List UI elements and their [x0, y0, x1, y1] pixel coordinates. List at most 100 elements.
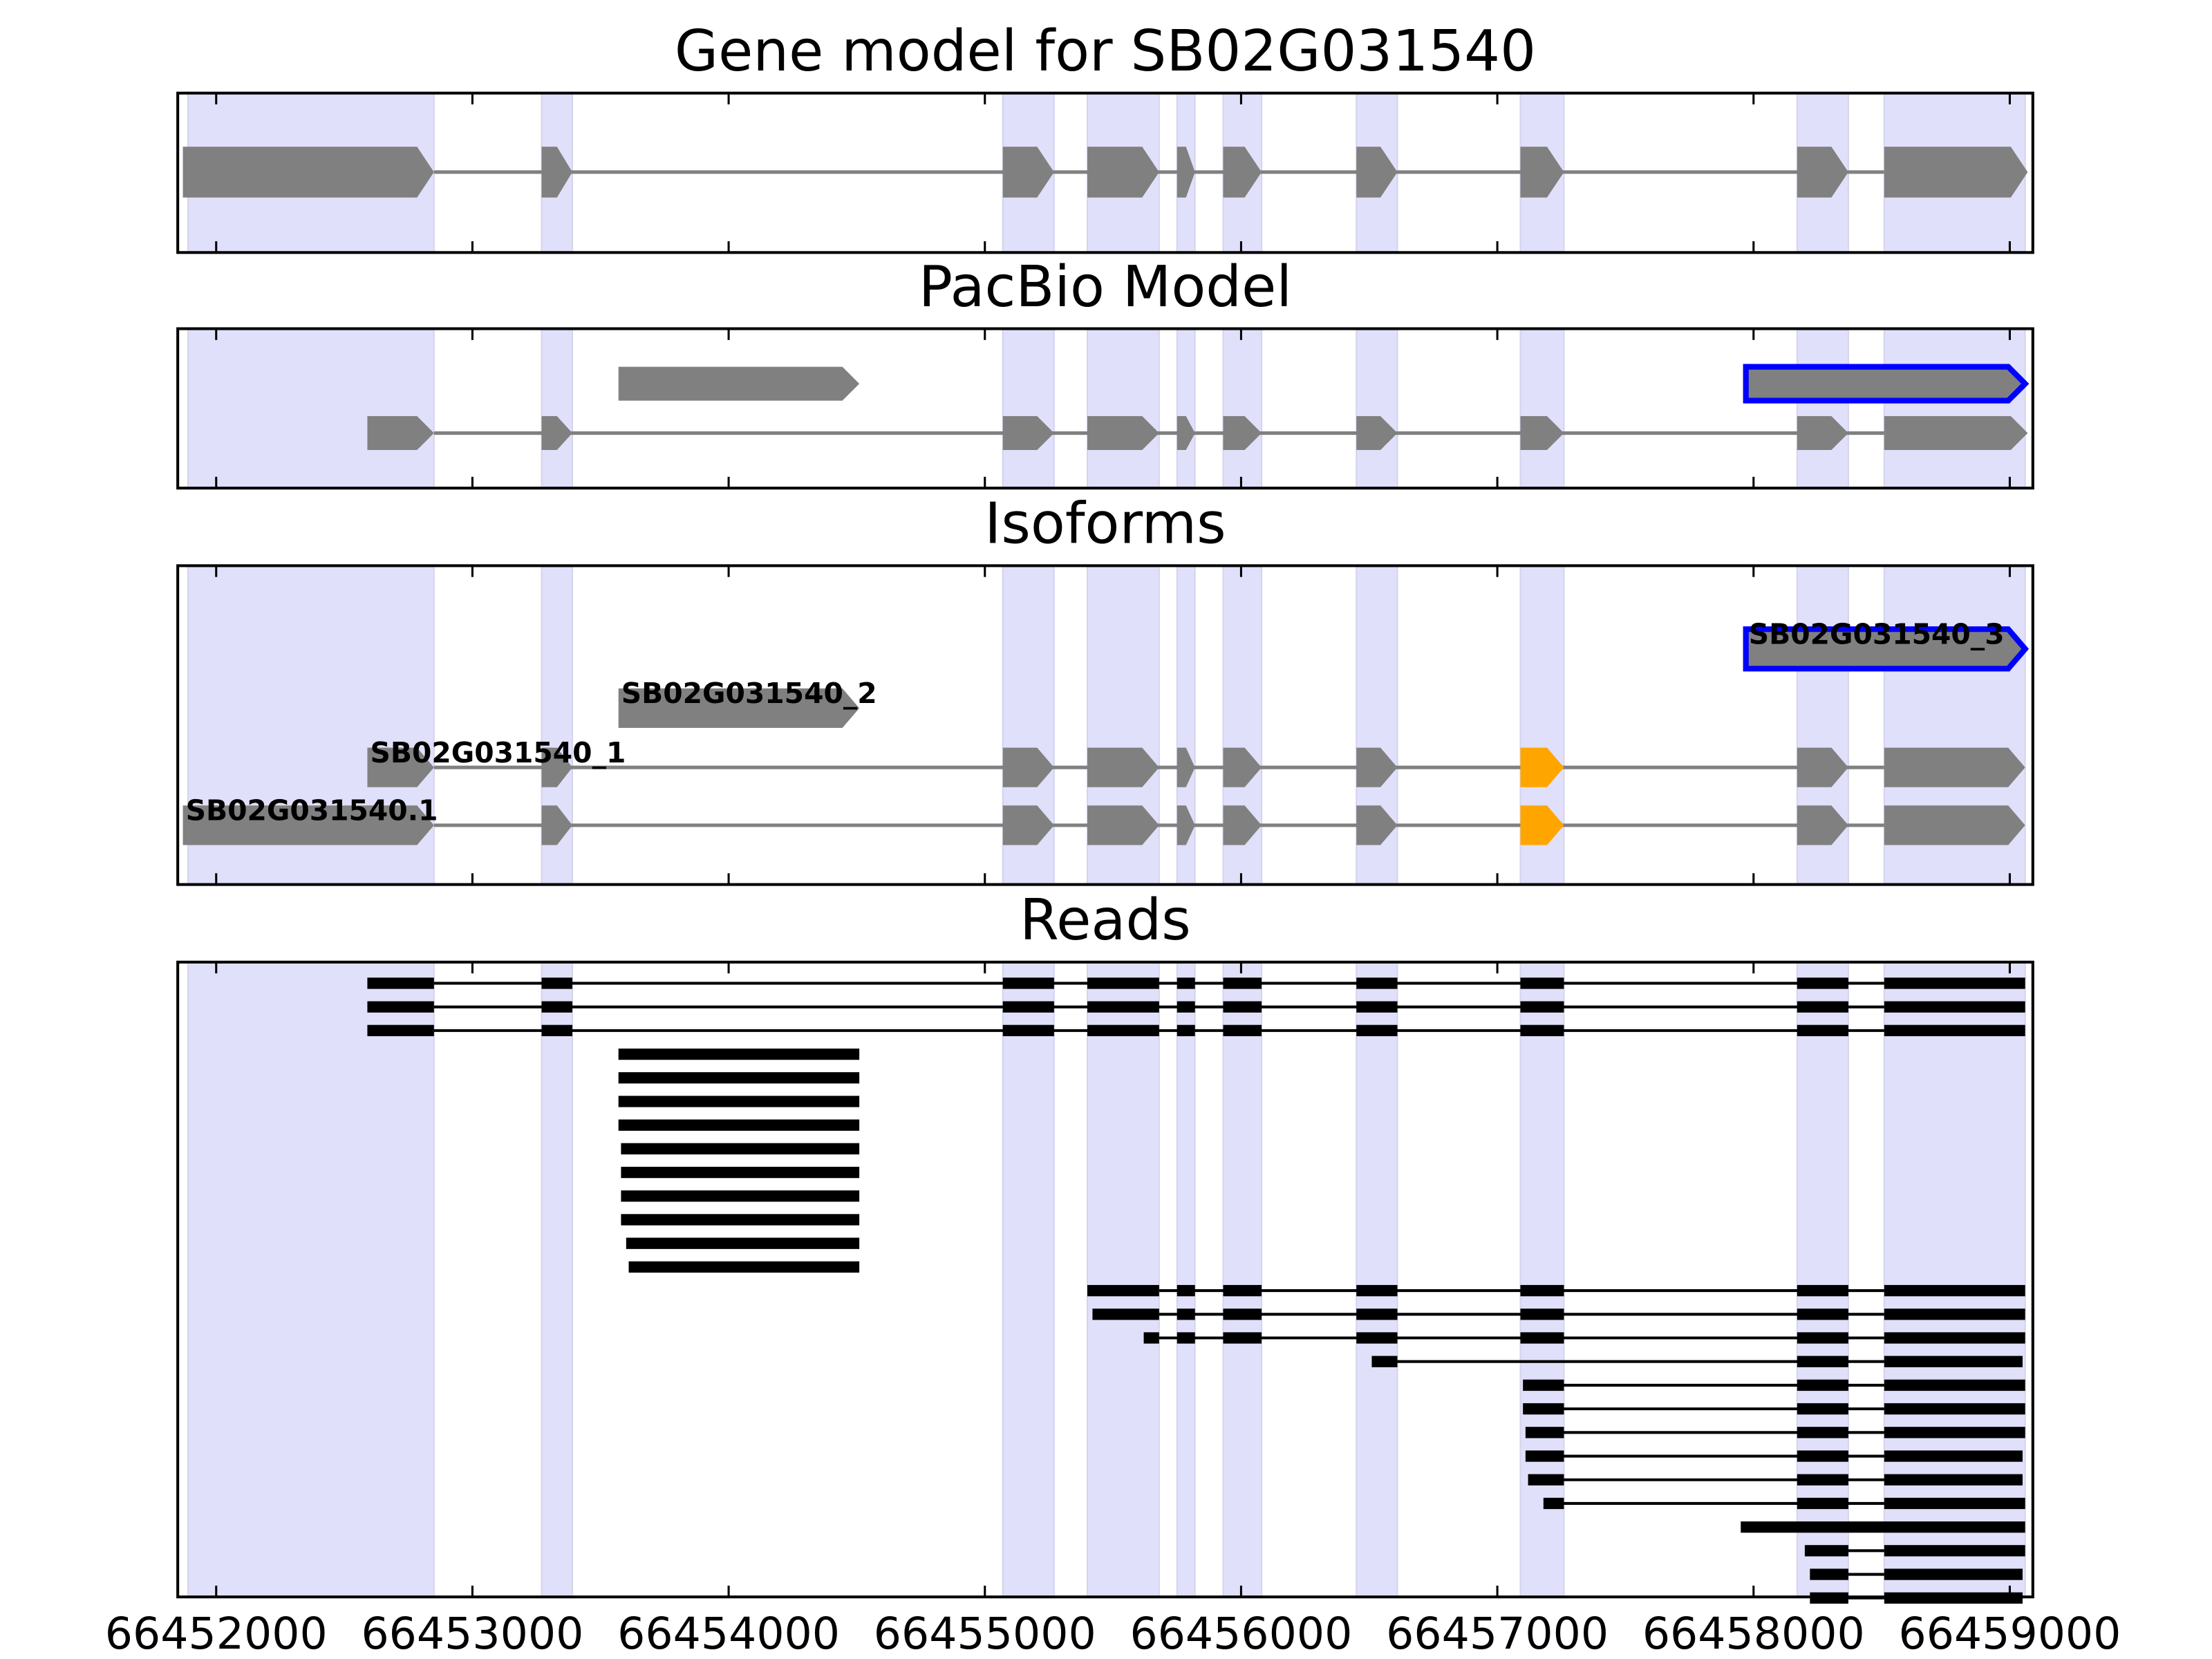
- read-block: [621, 1166, 860, 1179]
- exon-region: [1356, 961, 1398, 1598]
- exon: [1177, 747, 1195, 787]
- read-block: [1797, 1284, 1848, 1297]
- exon-region: [541, 961, 573, 1598]
- read-block: [1223, 1332, 1262, 1344]
- exon: [1884, 147, 2028, 198]
- read-block: [1797, 1001, 1848, 1013]
- x-tick-label: 66455000: [874, 1608, 1096, 1659]
- read-block: [1797, 1332, 1848, 1344]
- read-block: [541, 1024, 572, 1037]
- exon: [1520, 747, 1564, 787]
- exon: [1002, 805, 1054, 845]
- exon: [1884, 747, 2025, 787]
- read-block: [1371, 1356, 1398, 1367]
- read-block: [1177, 1024, 1195, 1037]
- exon: [1356, 747, 1398, 787]
- exon: [541, 147, 572, 198]
- read-block: [621, 1214, 860, 1226]
- exon: [541, 747, 572, 787]
- exon: [1520, 147, 1564, 198]
- read-block: [1884, 1356, 2023, 1367]
- read-block: [1797, 1497, 1848, 1510]
- read-block: [1797, 1024, 1848, 1037]
- exon: [1177, 416, 1195, 451]
- read-block: [1884, 1001, 2025, 1013]
- exon-region: [1519, 328, 1565, 489]
- exon: [1743, 626, 2030, 672]
- read-block: [367, 977, 434, 989]
- x-tick-label: 66458000: [1642, 1608, 1865, 1659]
- exon: [367, 416, 434, 451]
- read-block: [1884, 1568, 2023, 1580]
- exon: [1087, 747, 1159, 787]
- read-block: [1356, 977, 1398, 989]
- exon-region: [1176, 328, 1196, 489]
- read-block: [1223, 1024, 1262, 1037]
- exon: [1520, 416, 1564, 451]
- read-block: [1087, 1284, 1159, 1297]
- x-tick-label: 66453000: [361, 1608, 583, 1659]
- read-block: [628, 1261, 860, 1273]
- exon: [1087, 147, 1159, 198]
- read-block: [541, 1001, 572, 1013]
- exon: [1002, 416, 1054, 451]
- exon-region: [187, 961, 435, 1598]
- read-block: [1520, 1001, 1564, 1013]
- read-block: [618, 1048, 860, 1060]
- read-block: [621, 1190, 860, 1202]
- read-block: [1741, 1521, 2025, 1533]
- read-block: [1356, 1001, 1398, 1013]
- exon-region: [1796, 328, 1849, 489]
- panel-frame: [176, 564, 2034, 886]
- exon: [1797, 147, 1848, 198]
- exon: [1743, 364, 2030, 404]
- exon: [618, 366, 860, 401]
- exon: [1223, 416, 1262, 451]
- read-block: [1525, 1427, 1564, 1438]
- exon-region: [1222, 328, 1263, 489]
- read-block: [367, 1001, 434, 1013]
- read-block: [626, 1237, 860, 1249]
- exon: [1223, 147, 1262, 198]
- read-block: [1520, 1284, 1564, 1297]
- exon-region: [1222, 961, 1263, 1598]
- exon: [1356, 416, 1398, 451]
- read-block: [367, 1024, 434, 1037]
- panel-title: PacBio Model: [919, 254, 1292, 320]
- read-block: [1177, 1332, 1195, 1344]
- exon: [1797, 416, 1848, 451]
- exon: [1356, 805, 1398, 845]
- read-block: [621, 1143, 860, 1155]
- exon: [1087, 416, 1159, 451]
- exon-region: [1002, 328, 1055, 489]
- isoform-label: SB02G031540_3: [1749, 617, 2005, 650]
- exon-region: [1176, 961, 1196, 1598]
- x-tick-label: 66452000: [105, 1608, 328, 1659]
- panel-title: Gene model for SB02G031540: [675, 19, 1536, 84]
- read-block: [1804, 1545, 1848, 1557]
- read-block: [1356, 1332, 1398, 1344]
- read-block: [1884, 1284, 2025, 1297]
- read-block: [1523, 1379, 1564, 1391]
- exon-region: [1087, 961, 1160, 1598]
- read-block: [1884, 1545, 2025, 1557]
- read-block: [1884, 1427, 2025, 1438]
- panel-frame: [176, 960, 2034, 1599]
- exon-region: [187, 328, 435, 489]
- x-tick-label: 66457000: [1386, 1608, 1609, 1659]
- exon-region: [1519, 961, 1565, 1598]
- exon: [182, 805, 434, 845]
- exon: [1087, 805, 1159, 845]
- panel-title: Isoforms: [984, 491, 1226, 557]
- exon: [1177, 147, 1195, 198]
- read-block: [1884, 1332, 2025, 1344]
- panel-frame: [176, 327, 2034, 490]
- read-block: [1525, 1450, 1564, 1462]
- read-block: [1884, 1309, 2025, 1320]
- read-block: [1528, 1474, 1564, 1485]
- read-block: [1002, 1024, 1054, 1037]
- exon: [1002, 147, 1054, 198]
- exon-region: [541, 328, 573, 489]
